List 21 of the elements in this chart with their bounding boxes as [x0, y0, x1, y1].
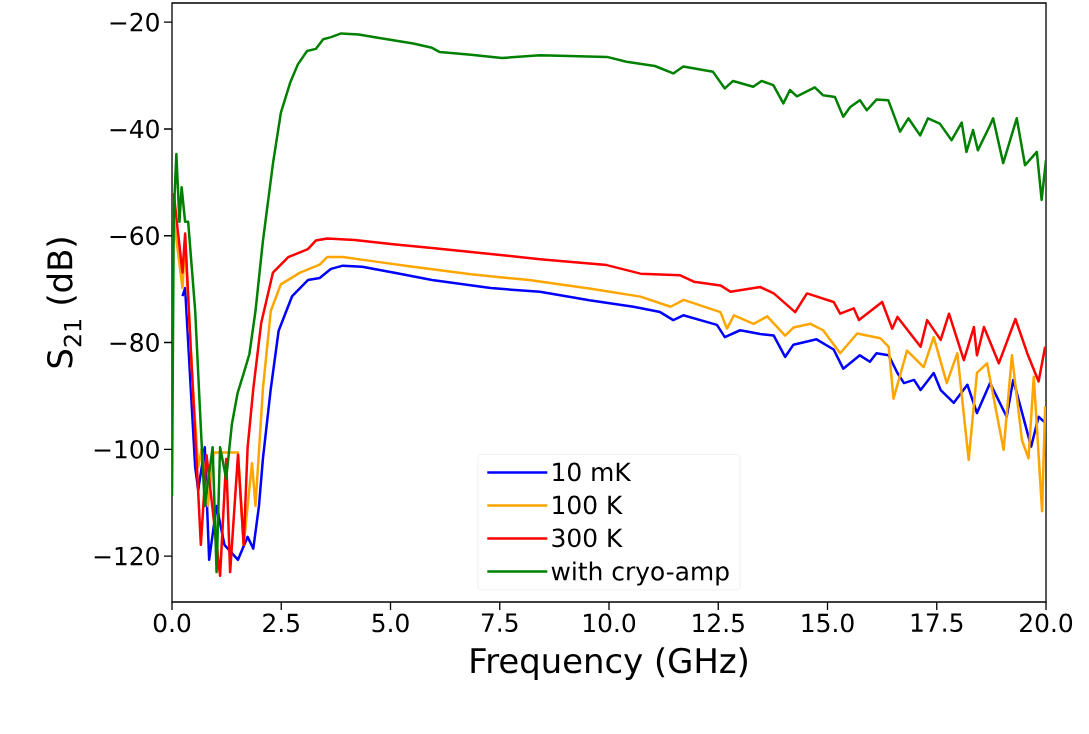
x-tick-label: 20.0	[1020, 613, 1073, 633]
x-tick-label: 7.5	[482, 613, 518, 633]
x-tick-label: 0.0	[153, 613, 191, 633]
y-tick-label: −20	[110, 12, 159, 32]
legend-label: 100 K	[553, 495, 623, 515]
x-tick-label: 17.5	[911, 613, 963, 633]
x-tick-label: 2.5	[263, 613, 299, 633]
x-tick-label: 15.0	[802, 613, 854, 633]
x-axis-title: Frequency (GHz)	[471, 647, 747, 680]
y-tick-label: −80	[110, 333, 159, 352]
y-tick-label: −40	[110, 119, 159, 139]
y-tick-label: −100	[94, 439, 159, 459]
x-tick-label: 5.0	[372, 613, 409, 633]
y-axis-title: S$_{21}$ (dB)	[46, 238, 82, 368]
legend-label: with cryo-amp	[551, 561, 729, 586]
x-tick-label: 12.5	[693, 613, 744, 633]
legend-label: 300 K	[552, 528, 623, 548]
y-tick-label: −120	[94, 546, 159, 566]
x-tick-label: 10.0	[584, 613, 636, 633]
y-tick-label: −60	[110, 226, 159, 246]
legend-label: 10 mK	[553, 462, 632, 482]
